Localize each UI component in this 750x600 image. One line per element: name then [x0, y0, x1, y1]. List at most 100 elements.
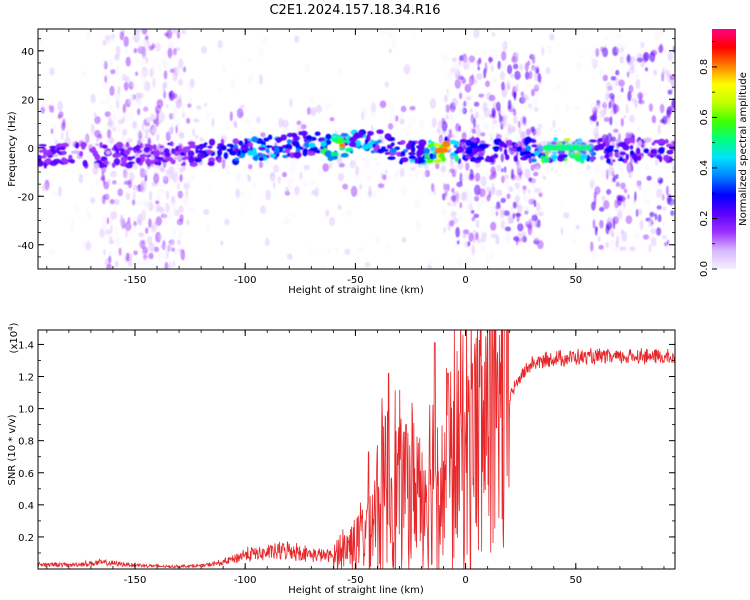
spectrogram-blob — [139, 128, 142, 137]
spectrogram-blob — [170, 262, 176, 268]
spectrogram-blob — [178, 205, 184, 213]
spectrogram-blob — [572, 238, 577, 245]
y-tick-label: 1.4 — [18, 340, 34, 351]
spectrogram-blob — [594, 163, 601, 175]
spectrogram-blob — [623, 114, 627, 119]
spectrogram-blob — [451, 162, 456, 169]
spectrogram-blob — [355, 165, 360, 176]
spectrogram-ridge-blob — [111, 162, 116, 168]
spectrogram-blob — [616, 160, 622, 167]
spectrogram-blob — [443, 226, 447, 234]
spectrogram-blob — [51, 190, 58, 197]
spectrogram-blob — [565, 103, 570, 112]
spectrogram-blob — [613, 104, 620, 113]
spectrogram-ridge-blob — [653, 140, 661, 144]
spectrogram-blob — [470, 108, 473, 114]
spectrogram-blob — [248, 176, 252, 182]
spectrogram-blob — [101, 83, 106, 89]
spectrogram-blob — [182, 66, 187, 73]
spectrogram-blob — [273, 164, 279, 173]
spectrogram-blob — [473, 29, 480, 39]
spectrogram-blob — [479, 140, 486, 145]
spectrogram-blob — [614, 208, 618, 214]
spectrogram-blob — [413, 173, 419, 178]
spectrogram-blob — [667, 51, 674, 62]
spectrogram-blob — [501, 81, 506, 91]
spectrogram-blob — [450, 195, 457, 202]
spectrogram-ridge-blob — [125, 141, 130, 148]
spectrogram-blob — [162, 82, 166, 93]
spectrogram-blob — [166, 190, 170, 200]
spectrogram-blob — [509, 73, 515, 79]
spectrogram-blob — [162, 176, 167, 181]
spectrogram-panel: -150 -100 -50 0 50 -40 -20 0 20 40 Height of str… — [7, 28, 676, 296]
spectrogram-ridge-blob — [604, 154, 610, 159]
spectrogram-ridge-blob — [244, 138, 249, 142]
spectrogram-blob — [639, 219, 644, 231]
spectrogram-blob — [388, 48, 392, 53]
spectrogram-blob — [471, 128, 476, 135]
spectrogram-ridge-blob — [167, 142, 172, 146]
spectrogram-ridge-blob — [499, 146, 503, 152]
y-tick-label: 0 — [28, 144, 34, 155]
spectrogram-blob — [106, 263, 113, 269]
spectrogram-blob — [124, 45, 129, 55]
spectrogram-blob — [260, 132, 266, 138]
spectrogram-blob — [114, 65, 121, 76]
spectrogram-blob — [473, 117, 476, 129]
spectrogram-blob — [603, 35, 609, 41]
spectrogram-blob — [160, 167, 165, 173]
spectrogram-blob — [122, 128, 128, 136]
spectrogram-ridge-blob — [170, 159, 176, 165]
spectrogram-blob — [144, 121, 150, 128]
spectrogram-blob — [464, 83, 472, 93]
spectrogram-blob — [461, 191, 468, 202]
spectrogram-blob — [507, 64, 513, 75]
spectrogram-ridge-blob — [127, 156, 133, 161]
spectrogram-blob — [415, 220, 422, 232]
spectrogram-blob — [660, 195, 664, 201]
spectrogram-blob — [114, 260, 119, 268]
spectrogram-blob — [155, 110, 160, 115]
spectrogram-ridge-blob — [325, 133, 332, 140]
spectrogram-blob — [447, 201, 452, 207]
spectrogram-blob — [49, 105, 55, 113]
spectrogram-blob — [606, 221, 613, 231]
spectrogram-blob — [136, 108, 141, 116]
spectrogram-blob — [309, 246, 314, 252]
spectrogram-ridge-blob — [93, 162, 100, 169]
spectrogram-blob — [448, 114, 456, 125]
spectrogram-blob — [182, 104, 185, 115]
spectrogram-blob — [140, 181, 145, 187]
spectrogram-blob — [104, 138, 109, 144]
spectrogram-blob — [461, 132, 467, 141]
spectrogram-blob — [474, 195, 480, 202]
spectrogram-blob — [668, 60, 674, 68]
spectrogram-ridge-blob — [354, 132, 360, 138]
spectrogram-blob — [500, 153, 504, 163]
spectrogram-blob — [589, 101, 596, 111]
spectrogram-blob — [52, 131, 56, 139]
spectrogram-blob — [486, 254, 489, 265]
spectrogram-blob — [153, 246, 159, 253]
spectrogram-blob — [514, 195, 521, 204]
spectrogram-ridge-blob — [134, 152, 140, 157]
spectrogram-blob — [206, 223, 211, 234]
spectrogram-blob — [304, 63, 311, 73]
spectrogram-blob — [257, 48, 264, 58]
y-tick-label: 1.0 — [18, 405, 34, 416]
spectrogram-blob — [138, 164, 144, 169]
spectrogram-blob — [110, 211, 118, 220]
spectrogram-blob — [303, 164, 310, 171]
spectrogram-blob — [389, 112, 396, 123]
spectrogram-blob — [86, 209, 92, 219]
spectrogram-blob — [102, 39, 107, 46]
spectrogram-blob — [492, 53, 500, 59]
spectrogram-blob — [513, 91, 517, 100]
spectrogram-blob — [454, 78, 461, 89]
spectrogram-blob — [403, 64, 411, 75]
spectrogram-ridge-blob — [120, 156, 128, 164]
spectrogram-blob — [506, 193, 511, 200]
spectrogram-blob — [620, 117, 624, 127]
spectrogram-blob — [495, 234, 500, 245]
